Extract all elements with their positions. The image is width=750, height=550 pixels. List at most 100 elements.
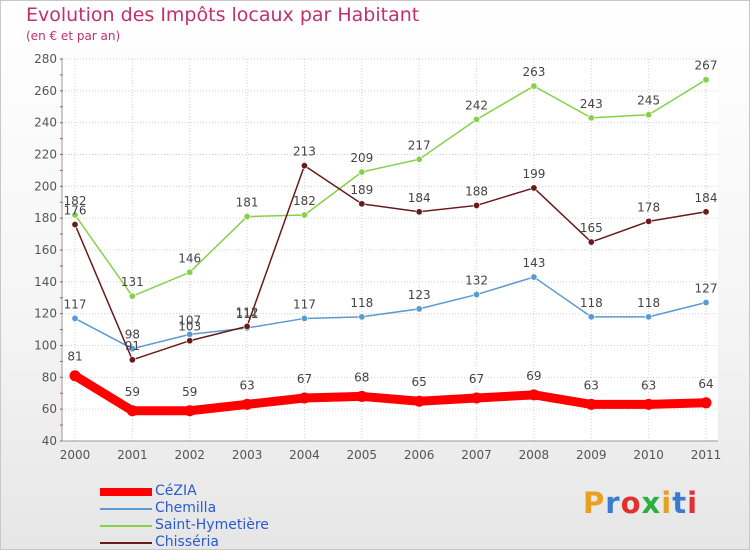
data-point-chemilla bbox=[530, 273, 538, 281]
data-point-saint-hymeti-re bbox=[128, 292, 136, 300]
data-label-chiss-ria: 189 bbox=[350, 183, 373, 197]
data-label-c-zia: 68 bbox=[354, 370, 369, 384]
legend-label: CéZIA bbox=[155, 483, 197, 499]
data-point-chiss-ria bbox=[702, 208, 710, 216]
data-label-c-zia: 59 bbox=[182, 385, 197, 399]
data-point-chiss-ria bbox=[415, 208, 423, 216]
data-label-saint-hymeti-re: 243 bbox=[580, 97, 603, 111]
data-point-c-zia bbox=[528, 389, 540, 401]
data-label-chiss-ria: 178 bbox=[637, 200, 660, 214]
series-line-chiss-ria bbox=[74, 164, 707, 361]
data-label-chemilla: 132 bbox=[465, 274, 488, 288]
data-point-chemilla bbox=[128, 345, 136, 353]
data-label-c-zia: 67 bbox=[469, 372, 484, 386]
data-label-chiss-ria: 165 bbox=[580, 221, 603, 235]
legend-swatch bbox=[100, 508, 152, 510]
legend-swatch bbox=[100, 488, 152, 496]
data-point-c-zia bbox=[471, 392, 483, 404]
data-point-chemilla bbox=[473, 291, 481, 299]
data-point-chiss-ria bbox=[587, 238, 595, 246]
data-point-saint-hymeti-re bbox=[645, 111, 653, 119]
data-label-chemilla: 111 bbox=[236, 307, 259, 321]
data-label-saint-hymeti-re: 146 bbox=[178, 251, 201, 265]
y-tick-label: 60 bbox=[42, 402, 57, 416]
data-label-saint-hymeti-re: 131 bbox=[121, 275, 144, 289]
legend-swatch bbox=[100, 525, 152, 527]
data-point-saint-hymeti-re bbox=[702, 76, 710, 84]
data-label-chiss-ria: 112 bbox=[236, 305, 259, 319]
logo-letter: o bbox=[620, 486, 642, 520]
data-point-chemilla bbox=[587, 313, 595, 321]
data-label-c-zia: 67 bbox=[297, 372, 312, 386]
data-point-chiss-ria bbox=[128, 356, 136, 364]
data-label-chemilla: 123 bbox=[408, 288, 431, 302]
data-label-chiss-ria: 199 bbox=[522, 167, 545, 181]
data-point-c-zia bbox=[69, 370, 81, 382]
data-label-saint-hymeti-re: 245 bbox=[637, 94, 660, 108]
x-tick-label: 2008 bbox=[519, 448, 550, 462]
legend-label: Chemilla bbox=[155, 500, 217, 516]
data-label-saint-hymeti-re: 182 bbox=[64, 194, 87, 208]
x-tick-label: 2004 bbox=[289, 448, 320, 462]
x-tick-label: 2000 bbox=[60, 448, 91, 462]
data-point-c-zia bbox=[241, 398, 253, 410]
data-label-saint-hymeti-re: 209 bbox=[350, 151, 373, 165]
data-label-chemilla: 118 bbox=[350, 296, 373, 310]
chart-title: Evolution des Impôts locaux par Habitant bbox=[26, 4, 420, 26]
data-label-chiss-ria: 184 bbox=[408, 191, 431, 205]
logo-letter: i bbox=[687, 486, 699, 520]
data-point-c-zia bbox=[643, 398, 655, 410]
data-label-c-zia: 63 bbox=[641, 378, 656, 392]
data-label-chemilla: 98 bbox=[125, 328, 140, 342]
data-label-saint-hymeti-re: 263 bbox=[522, 65, 545, 79]
x-tick-label: 2007 bbox=[461, 448, 492, 462]
y-tick-label: 80 bbox=[42, 370, 57, 384]
data-label-c-zia: 65 bbox=[412, 375, 427, 389]
data-point-chiss-ria bbox=[243, 322, 251, 330]
data-point-saint-hymeti-re bbox=[243, 213, 251, 221]
legend-label: Saint-Hymetière bbox=[155, 517, 269, 533]
data-point-saint-hymeti-re bbox=[186, 268, 194, 276]
y-tick-label: 180 bbox=[34, 211, 57, 225]
data-label-chemilla: 117 bbox=[64, 297, 87, 311]
data-label-saint-hymeti-re: 242 bbox=[465, 98, 488, 112]
data-point-chemilla bbox=[415, 305, 423, 313]
data-label-chiss-ria: 176 bbox=[64, 204, 87, 218]
proxiti-logo: Proxiti bbox=[583, 486, 698, 520]
data-label-chemilla: 118 bbox=[580, 296, 603, 310]
data-label-c-zia: 81 bbox=[67, 350, 82, 364]
series-line-chemilla bbox=[74, 276, 707, 350]
data-point-saint-hymeti-re bbox=[415, 155, 423, 163]
data-point-chemilla bbox=[358, 313, 366, 321]
data-label-chiss-ria: 103 bbox=[178, 320, 201, 334]
data-point-chiss-ria bbox=[71, 221, 79, 229]
x-tick-label: 2005 bbox=[347, 448, 378, 462]
logo-letter: r bbox=[605, 486, 621, 520]
data-point-c-zia bbox=[585, 398, 597, 410]
data-point-saint-hymeti-re bbox=[530, 82, 538, 90]
data-label-c-zia: 63 bbox=[584, 378, 599, 392]
data-label-saint-hymeti-re: 182 bbox=[293, 194, 316, 208]
data-point-saint-hymeti-re bbox=[473, 115, 481, 123]
data-point-c-zia bbox=[700, 397, 712, 409]
data-point-chiss-ria bbox=[530, 184, 538, 192]
x-tick-label: 2011 bbox=[691, 448, 722, 462]
y-tick-label: 120 bbox=[34, 307, 57, 321]
x-tick-label: 2006 bbox=[404, 448, 435, 462]
data-point-chemilla bbox=[300, 314, 308, 322]
data-label-c-zia: 64 bbox=[698, 377, 713, 391]
data-label-chemilla: 143 bbox=[522, 256, 545, 270]
x-tick-label: 2010 bbox=[633, 448, 664, 462]
logo-letter: x bbox=[641, 486, 662, 520]
y-tick-label: 240 bbox=[34, 116, 57, 130]
data-label-chemilla: 118 bbox=[637, 296, 660, 310]
x-tick-label: 2002 bbox=[174, 448, 205, 462]
legend-label: Chisséria bbox=[155, 534, 219, 550]
series-line-saint-hymeti-re bbox=[74, 78, 707, 297]
data-point-chemilla bbox=[702, 299, 710, 307]
logo-letter: t bbox=[672, 486, 688, 520]
data-label-chiss-ria: 213 bbox=[293, 145, 316, 159]
data-point-c-zia bbox=[184, 405, 196, 417]
data-point-saint-hymeti-re bbox=[300, 211, 308, 219]
y-tick-label: 40 bbox=[42, 434, 57, 448]
